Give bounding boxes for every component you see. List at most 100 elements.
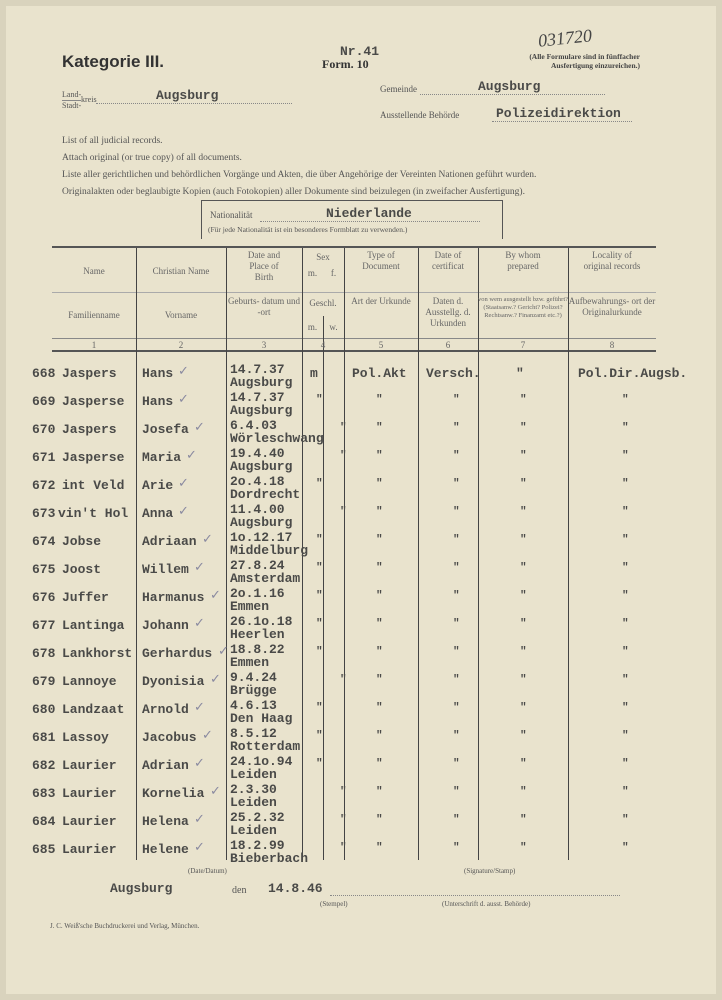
checkmark-icon: ✓ bbox=[210, 588, 221, 603]
form-note-line: (Alle Formulare sind in fünffacher bbox=[529, 52, 640, 61]
certificate-date-ditto: " bbox=[453, 674, 460, 686]
behoerde-value: Polizeidirektion bbox=[496, 106, 621, 121]
document-type-ditto: " bbox=[376, 506, 383, 518]
prepared-by-ditto: " bbox=[520, 842, 527, 854]
sex-ditto: " bbox=[316, 394, 323, 406]
row-number: 684 bbox=[32, 814, 56, 829]
checkmark-icon: ✓ bbox=[202, 728, 213, 743]
column-divider bbox=[226, 248, 227, 860]
sex-ditto: " bbox=[340, 842, 347, 854]
prepared-by-ditto: " bbox=[520, 394, 527, 406]
records-locality-ditto: " bbox=[622, 646, 629, 658]
given-name: Helene bbox=[142, 842, 189, 857]
column-header-de: Geburts- datum und -ort bbox=[228, 296, 300, 317]
certificate-date-ditto: " bbox=[453, 786, 460, 798]
surname: Joost bbox=[62, 562, 102, 577]
birth-place: Leiden bbox=[230, 767, 277, 782]
prepared-by-ditto: " bbox=[520, 646, 527, 658]
birth-place: Augsburg bbox=[230, 515, 293, 530]
sex-ditto: " bbox=[340, 786, 347, 798]
prepared-by-ditto: " bbox=[520, 758, 527, 770]
birth-date: 24.1o.94 bbox=[230, 754, 293, 769]
birth-place: Wörleschwang bbox=[230, 431, 324, 446]
given-name: Johann bbox=[142, 618, 189, 633]
birth-place: Emmen bbox=[230, 655, 270, 670]
row-number: 669 bbox=[32, 394, 56, 409]
table-row: 683 Laurier Kornelia ✓ 2.3.30 Leiden " " " " " bbox=[0, 782, 722, 814]
column-header-de: Art der Urkunde bbox=[351, 296, 411, 306]
column-divider bbox=[344, 248, 345, 860]
checkmark-icon: ✓ bbox=[178, 504, 189, 519]
unterschrift-label: (Unterschrift d. ausst. Behörde) bbox=[442, 900, 531, 908]
sex-ditto: " bbox=[340, 814, 347, 826]
document-page bbox=[6, 6, 716, 994]
instruction-line: Liste aller gerichtlichen und behördlich… bbox=[62, 170, 537, 180]
row-number: 676 bbox=[32, 590, 56, 605]
kreis-field: Augsburg bbox=[96, 88, 292, 104]
birth-date: 18.2.99 bbox=[230, 838, 285, 853]
surname: Laurier bbox=[62, 786, 117, 801]
surname: Jasperse bbox=[62, 394, 125, 409]
column-header-en: Christian Name bbox=[152, 266, 210, 276]
certificate-date-ditto: " bbox=[453, 562, 460, 574]
header-bottom-rule bbox=[52, 350, 656, 352]
birth-date: 2o.1.16 bbox=[230, 586, 285, 601]
birth-date: 19.4.40 bbox=[230, 446, 285, 461]
sex-subdivider bbox=[323, 316, 324, 860]
row-number: 670 bbox=[32, 422, 56, 437]
certificate-date-ditto: " bbox=[453, 842, 460, 854]
table-row: 678 Lankhorst Gerhardus ✓ 18.8.22 Emmen " " " " " bbox=[0, 642, 722, 674]
records-locality-ditto: " bbox=[622, 842, 629, 854]
birth-date: 18.8.22 bbox=[230, 642, 285, 657]
birth-date: 9.4.24 bbox=[230, 670, 277, 685]
birth-date: 1o.12.17 bbox=[230, 530, 293, 545]
checkmark-icon: ✓ bbox=[194, 420, 205, 435]
sex-ditto: " bbox=[316, 618, 323, 630]
column-divider bbox=[568, 248, 569, 860]
records-locality-ditto: " bbox=[622, 674, 629, 686]
behoerde-field: Polizeidirektion bbox=[492, 106, 632, 122]
given-name: Maria bbox=[142, 450, 182, 465]
instructions: List of all judicial records. Attach ori… bbox=[62, 133, 536, 201]
sex-ditto: " bbox=[340, 506, 347, 518]
column-divider bbox=[302, 248, 303, 860]
footer-den: den bbox=[232, 885, 247, 896]
document-type: Pol.Akt bbox=[352, 366, 407, 381]
prepared-by-ditto: " bbox=[520, 450, 527, 462]
surname: Jaspers bbox=[62, 366, 117, 381]
birth-date: 6.4.03 bbox=[230, 418, 277, 433]
row-number: 671 bbox=[32, 450, 56, 465]
kreis-label: kreis bbox=[81, 95, 97, 104]
land-stadt-label: Land- Stadt- bbox=[62, 90, 82, 111]
sex-ditto: " bbox=[316, 730, 323, 742]
sex-ditto: " bbox=[316, 534, 323, 546]
row-number: 678 bbox=[32, 646, 56, 661]
behoerde-label: Ausstellende Behörde bbox=[380, 110, 460, 120]
column-header-de: Daten d. Ausstellg. d. Urkunden bbox=[425, 296, 471, 328]
sex-sub-f: f. bbox=[330, 268, 337, 278]
signature-label: (Signature/Stamp) bbox=[464, 867, 516, 875]
header-number-divider bbox=[52, 338, 656, 339]
birth-place: Den Haag bbox=[230, 711, 293, 726]
document-type-ditto: " bbox=[376, 786, 383, 798]
given-name: Jacobus bbox=[142, 730, 197, 745]
sex-sub-m-de: m. bbox=[307, 322, 318, 332]
sex-ditto: " bbox=[340, 674, 347, 686]
prepared-by-ditto: " bbox=[520, 730, 527, 742]
certificate-date-ditto: " bbox=[453, 590, 460, 602]
form-note: (Alle Formulare sind in fünffacher Ausfe… bbox=[480, 52, 640, 70]
sex-sub-w-de: w. bbox=[329, 322, 338, 332]
column-number: 1 bbox=[91, 340, 97, 350]
sex-ditto: " bbox=[316, 758, 323, 770]
records-locality-ditto: " bbox=[622, 562, 629, 574]
table-row: 679 Lannoye Dyonisia ✓ 9.4.24 Brügge " " " " " bbox=[0, 670, 722, 702]
certificate-date-ditto: " bbox=[453, 758, 460, 770]
birth-date: 14.7.37 bbox=[230, 362, 285, 377]
form-label: Form. 10 bbox=[322, 57, 369, 71]
records-locality-ditto: " bbox=[622, 730, 629, 742]
column-header-en: Locality of original records bbox=[583, 250, 641, 271]
birth-place: Leiden bbox=[230, 795, 277, 810]
prepared-by-ditto: " bbox=[520, 814, 527, 826]
document-type-ditto: " bbox=[376, 562, 383, 574]
given-name: Gerhardus bbox=[142, 646, 213, 661]
